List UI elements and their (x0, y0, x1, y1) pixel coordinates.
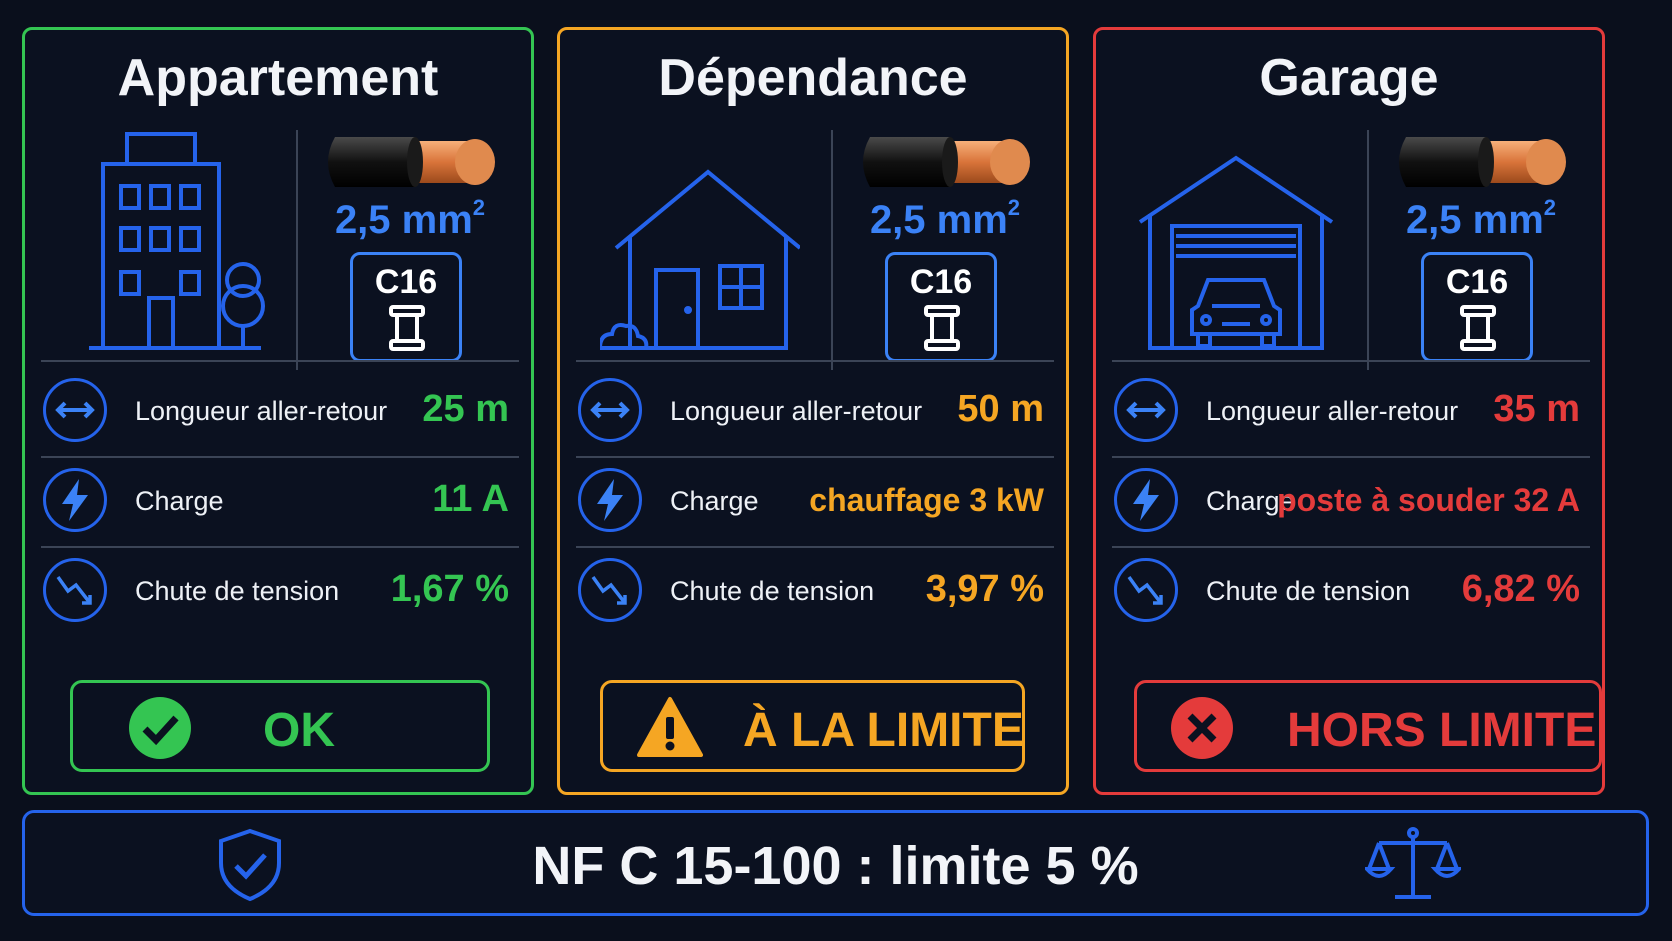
vertical-divider (1367, 130, 1369, 370)
card-title: Garage (1259, 49, 1439, 107)
section-value: 2,5 mm (1405, 198, 1544, 242)
row-label: Chute de tension (1206, 576, 1411, 606)
fuse-icon (924, 305, 960, 351)
vertical-divider (296, 130, 298, 370)
status-label: HORS LIMITE (1287, 704, 1597, 757)
row-label: Longueur aller-retour (135, 396, 388, 426)
row-label: Charge (135, 486, 224, 516)
separator (41, 456, 519, 458)
standard-text: NF C 15-100 : limite 5 % (532, 836, 1139, 896)
copper-cable-icon (1399, 137, 1566, 187)
breaker-label: C16 (1445, 263, 1509, 301)
cable-section: 2,5 mm2 (1386, 195, 1576, 243)
status-badge: À LA LIMITE (600, 680, 1025, 772)
warning-triangle-icon (637, 697, 703, 757)
separator (1112, 360, 1590, 362)
row-value: poste à souder 32 A (1277, 482, 1580, 518)
balance-scale-icon (1365, 827, 1461, 899)
separator (576, 360, 1054, 362)
breaker-box: C16 (1421, 252, 1533, 362)
breaker-label: C16 (909, 263, 973, 301)
status-badge: OK (70, 680, 490, 772)
breaker-box: C16 (350, 252, 462, 362)
copper-cable-icon (863, 137, 1030, 187)
row-value: 3,97 % (925, 568, 1044, 610)
card-dependance: Dépendance 2,5 mm2 C16 Longueur aller-re… (557, 27, 1069, 795)
section-value: 2,5 mm (869, 198, 1008, 242)
row-label: Longueur aller-retour (1206, 396, 1459, 426)
separator (576, 456, 1054, 458)
copper-cable-icon (328, 137, 495, 187)
shield-check-icon (219, 828, 281, 902)
row-value: chauffage 3 kW (809, 482, 1044, 518)
row-length: Longueur aller-retour 50 m (576, 366, 1054, 456)
section-exponent: 2 (1007, 195, 1021, 220)
row-voltage-drop: Chute de tension 3,97 % (576, 546, 1054, 636)
row-value: 6,82 % (1461, 568, 1580, 610)
row-voltage-drop: Chute de tension 1,67 % (41, 546, 519, 636)
status-label: À LA LIMITE (743, 704, 1024, 757)
row-charge: Charge chauffage 3 kW (576, 456, 1054, 546)
card-title: Appartement (117, 49, 439, 107)
row-value: 25 m (422, 388, 509, 430)
row-charge: Charge poste à souder 32 A (1112, 456, 1590, 546)
voltage-drop-icon (43, 558, 107, 622)
lightning-icon (578, 468, 642, 532)
row-label: Charge (670, 486, 759, 516)
row-label: Chute de tension (135, 576, 340, 606)
section-value: 2,5 mm (334, 198, 473, 242)
fuse-icon (389, 305, 425, 351)
row-value: 1,67 % (390, 568, 509, 610)
length-arrows-icon (43, 378, 107, 442)
apartment-building-icon (89, 132, 265, 350)
lightning-icon (43, 468, 107, 532)
separator (41, 360, 519, 362)
section-exponent: 2 (472, 195, 486, 220)
breaker-box: C16 (885, 252, 997, 362)
house-icon (600, 169, 800, 350)
card-title: Dépendance (658, 49, 968, 107)
x-circle-icon (1171, 697, 1233, 759)
row-value: 50 m (957, 388, 1044, 430)
separator (1112, 456, 1590, 458)
separator (576, 546, 1054, 548)
lightning-icon (1114, 468, 1178, 532)
cable-section: 2,5 mm2 (315, 195, 505, 243)
row-label: Charge (1206, 486, 1295, 516)
row-label: Longueur aller-retour (670, 396, 923, 426)
section-exponent: 2 (1543, 195, 1557, 220)
vertical-divider (831, 130, 833, 370)
check-circle-icon (129, 697, 191, 759)
row-value: 11 A (432, 478, 509, 520)
length-arrows-icon (1114, 378, 1178, 442)
card-garage: Garage 2,5 mm2 C16 Longueur aller-retour (1093, 27, 1605, 795)
row-length: Longueur aller-retour 25 m (41, 366, 519, 456)
breaker-label: C16 (374, 263, 438, 301)
status-badge: HORS LIMITE (1134, 680, 1602, 772)
row-length: Longueur aller-retour 35 m (1112, 366, 1590, 456)
row-charge: Charge 11 A (41, 456, 519, 546)
card-appartement: Appartement 2,5 mm2 C16 Longueur aller-r (22, 27, 534, 795)
length-arrows-icon (578, 378, 642, 442)
separator (1112, 546, 1590, 548)
status-label: OK (263, 704, 335, 757)
row-label: Chute de tension (670, 576, 875, 606)
cable-section: 2,5 mm2 (850, 195, 1040, 243)
standard-banner: NF C 15-100 : limite 5 % (22, 810, 1649, 916)
voltage-drop-icon (578, 558, 642, 622)
garage-car-icon (1138, 155, 1334, 350)
row-value: 35 m (1493, 388, 1580, 430)
fuse-icon (1460, 305, 1496, 351)
row-voltage-drop: Chute de tension 6,82 % (1112, 546, 1590, 636)
voltage-drop-icon (1114, 558, 1178, 622)
separator (41, 546, 519, 548)
